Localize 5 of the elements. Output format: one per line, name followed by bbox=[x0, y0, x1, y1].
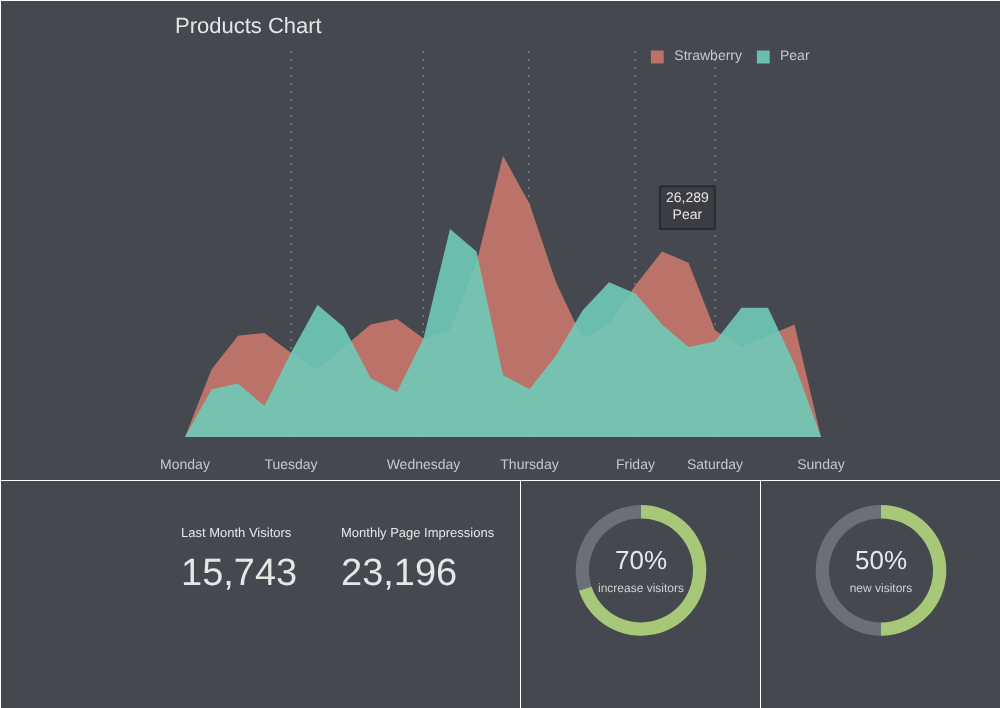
text: 15,743 bbox=[181, 553, 298, 595]
text: 23,196 bbox=[341, 553, 458, 595]
chart-title: Products Chart bbox=[175, 15, 322, 39]
data-label: 70% bbox=[614, 544, 668, 575]
data-label: 50% bbox=[854, 544, 908, 575]
